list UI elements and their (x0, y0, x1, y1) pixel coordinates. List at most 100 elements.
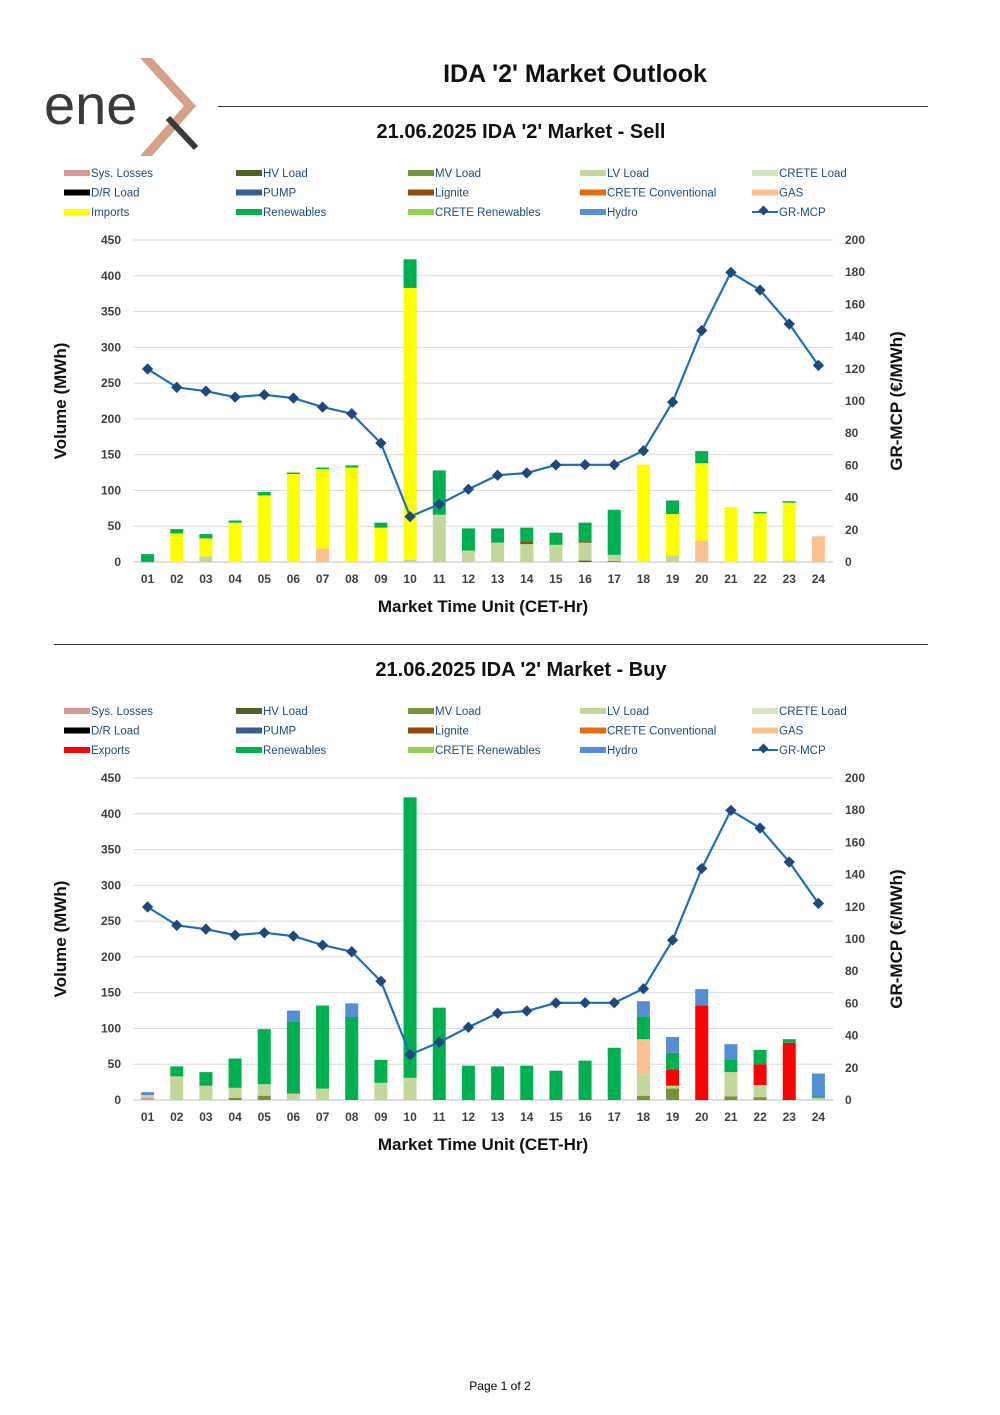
bar-imports (374, 527, 388, 562)
y2-tick-label: 180 (845, 803, 865, 817)
legend-entry-d-r-load: D/R Load (64, 726, 140, 738)
chart-title: 21.06.2025 IDA '2' Market - Buy (375, 659, 667, 681)
bar-lv-load (228, 1087, 242, 1098)
y2-tick-label: 60 (845, 458, 859, 472)
bar-renewables (257, 491, 271, 496)
y-axis-label: Volume (MWh) (51, 881, 70, 998)
y-tick-label: 100 (101, 483, 121, 497)
y-tick-label: 200 (101, 950, 121, 964)
bar-lv-load (811, 1097, 825, 1100)
x-tick-label: 19 (666, 572, 680, 586)
bar-gas (636, 1039, 650, 1075)
bar-renewables (549, 532, 563, 545)
y-tick-label: 400 (101, 269, 121, 283)
legend-swatch (408, 708, 434, 714)
bar-mv-load (228, 1097, 242, 1100)
legend-entry-lv-load: LV Load (580, 706, 649, 718)
y2-tick-label: 180 (845, 265, 865, 279)
section-divider (54, 644, 928, 645)
bar-renewables (636, 1016, 650, 1040)
bar-lignite (578, 541, 592, 543)
y-tick-label: 100 (101, 1021, 121, 1035)
legend-swatch (236, 708, 262, 714)
y-tick-label: 0 (114, 1093, 121, 1107)
legend-swatch (408, 209, 434, 215)
bar-renewables (724, 1059, 738, 1073)
x-tick-label: 19 (666, 1110, 680, 1124)
x-tick-label: 24 (812, 572, 826, 586)
page-footer: Page 1 of 2 (469, 1379, 531, 1393)
x-axis-label: Market Time Unit (CET-Hr) (378, 1135, 588, 1154)
gr-mcp-marker (346, 408, 358, 420)
x-tick-label: 18 (637, 572, 651, 586)
legend-label: D/R Load (91, 188, 140, 200)
x-tick-label: 06 (287, 1110, 301, 1124)
bar-hydro (141, 1092, 155, 1095)
y-tick-label: 400 (101, 807, 121, 821)
x-tick-label: 14 (520, 1110, 534, 1124)
legend-entry-lignite: Lignite (408, 188, 469, 200)
bar-exports (782, 1042, 796, 1100)
x-tick-label: 10 (403, 1110, 417, 1124)
x-tick-label: 03 (199, 572, 213, 586)
legend-swatch (64, 170, 90, 176)
x-tick-label: 15 (549, 1110, 563, 1124)
bar-renewables (432, 1007, 446, 1100)
legend-entry-lignite: Lignite (408, 726, 469, 738)
bar-mv-load (753, 1097, 767, 1100)
x-tick-label: 17 (608, 1110, 622, 1124)
y2-tick-label: 160 (845, 835, 865, 849)
bar-lv-load (403, 559, 417, 562)
logo-wordmark: ene (44, 73, 137, 136)
bar-renewables (607, 1047, 621, 1100)
gr-mcp-marker (725, 804, 737, 817)
legend-swatch (752, 170, 778, 176)
buy-market-chart: 21.06.2025 IDA '2' Market - Buy Sys. Loss… (51, 659, 906, 1154)
bar-renewables (666, 1052, 680, 1070)
y-tick-label: 150 (101, 448, 121, 462)
gr-mcp-marker (171, 381, 183, 393)
bar-renewables (170, 529, 184, 534)
gr-mcp-marker (521, 467, 533, 479)
legend-swatch (64, 747, 90, 753)
bar-lv-load (578, 542, 592, 561)
y2-tick-label: 120 (845, 362, 865, 376)
bar-lv-load (199, 556, 213, 562)
y-tick-label: 50 (108, 519, 122, 533)
logo-chevron (140, 58, 196, 156)
gr-mcp-marker (579, 459, 591, 471)
x-tick-label: 16 (578, 1110, 592, 1124)
bar-lv-load (491, 542, 505, 562)
legend-entry-sys-losses: Sys. Losses (64, 168, 153, 180)
legend-label: Hydro (607, 745, 638, 757)
legend-label: HV Load (263, 706, 308, 718)
y2-tick-label: 60 (845, 996, 859, 1010)
bar-renewables (607, 509, 621, 555)
legend-label: CRETE Load (779, 168, 847, 180)
x-tick-label: 06 (287, 572, 301, 586)
gr-mcp-marker (666, 396, 679, 408)
y-axis-label: Volume (MWh) (51, 343, 70, 460)
bar-renewables (374, 1059, 388, 1083)
x-tick-label: 04 (228, 1110, 242, 1124)
title-rule (218, 106, 928, 107)
bar-lv-load (199, 1085, 213, 1100)
legend-swatch (752, 189, 778, 196)
bar-renewables (666, 500, 680, 515)
legend-swatch (408, 189, 434, 196)
gr-mcp-marker (812, 359, 825, 372)
bar-imports (403, 287, 417, 560)
bar-imports (695, 463, 709, 541)
bar-imports (782, 502, 796, 561)
gr-mcp-marker (608, 459, 620, 471)
bar-renewables (695, 451, 709, 464)
y-tick-label: 250 (101, 914, 121, 928)
bar-renewables (578, 1060, 592, 1100)
gr-mcp-marker (462, 1021, 475, 1033)
x-tick-label: 21 (724, 1110, 738, 1124)
legend-swatch (236, 189, 262, 196)
x-tick-label: 16 (578, 572, 592, 586)
y2-tick-label: 160 (845, 297, 865, 311)
bar-lv-load (403, 1077, 417, 1100)
legend-swatch (236, 727, 262, 734)
